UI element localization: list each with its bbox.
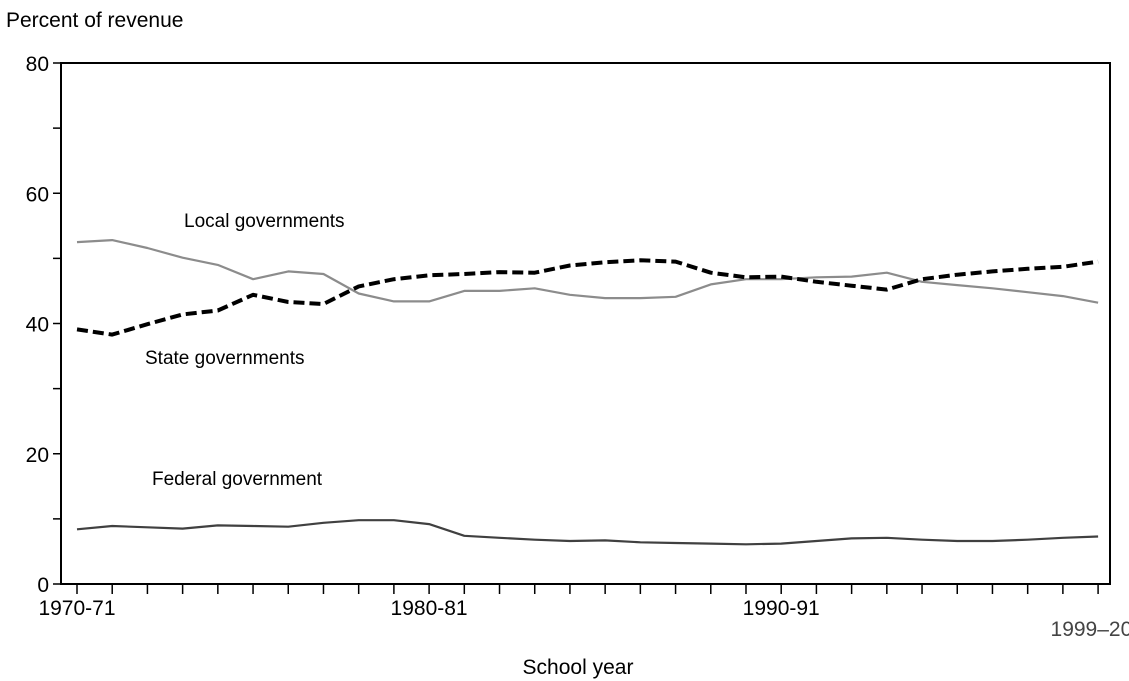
x-tick-label: 1999–2000 — [1051, 618, 1129, 641]
x-tick-label: 1970-71 — [38, 597, 115, 620]
x-axis-title: School year — [523, 656, 634, 679]
series-label-federal: Federal government — [152, 469, 323, 490]
y-tick-label: 20 — [26, 444, 49, 467]
series-line-federal-government — [76, 519, 1099, 546]
series-label-local: Local governments — [184, 211, 345, 232]
y-axis: 0 20 40 60 80 — [26, 53, 61, 597]
y-tick-label: 80 — [26, 53, 49, 76]
y-tick-label: 0 — [37, 574, 49, 597]
series-group — [76, 239, 1099, 546]
y-tick-label: 60 — [26, 183, 49, 206]
plot-frame — [60, 62, 1111, 585]
series-labels: Local governments State governments Fede… — [145, 211, 345, 490]
series-line-local-governments — [76, 239, 1099, 304]
x-axis: 1970-71 1980-81 1990-91 1999–2000 — [38, 584, 1129, 641]
y-tick-label: 40 — [26, 314, 49, 337]
x-tick-label: 1980-81 — [391, 597, 468, 620]
series-line-state-governments — [76, 258, 1099, 337]
y-axis-title: Percent of revenue — [6, 9, 183, 32]
series-label-state: State governments — [145, 348, 304, 369]
x-tick-label: 1990-91 — [743, 597, 820, 620]
